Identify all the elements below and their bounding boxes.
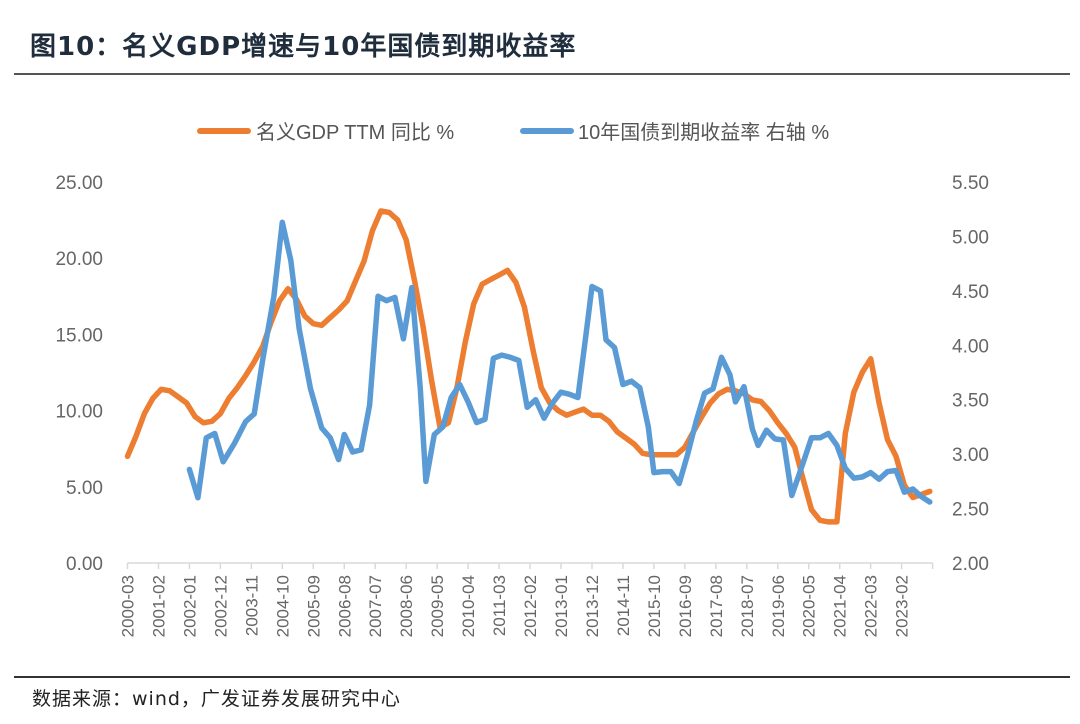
y-left-tick-label: 5.00 xyxy=(66,478,103,499)
y-right-tick-label: 2.50 xyxy=(952,500,989,521)
legend: 名义GDP TTM 同比 % 10年国债到期收益率 右轴 % xyxy=(197,121,829,144)
x-tick-label: 2001-02 xyxy=(149,575,168,637)
y-left-tick-label: 25.00 xyxy=(55,173,103,194)
series-layer xyxy=(124,208,933,525)
y-right-tick-label: 3.00 xyxy=(952,445,989,466)
x-tick-label: 2004-10 xyxy=(273,575,292,637)
series-line-10y-bond-yield xyxy=(186,219,933,505)
y-right-tick-label: 5.50 xyxy=(952,173,989,194)
x-tick-label: 2018-07 xyxy=(738,575,757,637)
x-tick-label: 2012-02 xyxy=(521,575,540,637)
x-tick-label: 2005-09 xyxy=(304,575,323,637)
x-tick-label: 2015-10 xyxy=(645,575,664,637)
x-tick-label: 2013-01 xyxy=(552,575,571,637)
y-left-tick-label: 20.00 xyxy=(55,249,103,270)
x-tick-label: 2016-09 xyxy=(676,575,695,637)
y-right-tick-label: 4.00 xyxy=(952,336,989,357)
x-tick-label: 2020-05 xyxy=(800,575,819,637)
x-tick-label: 2008-06 xyxy=(397,575,416,637)
x-tick-label: 2023-02 xyxy=(893,575,912,637)
y-right-tick-label: 5.00 xyxy=(952,227,989,248)
x-tick-label: 2019-06 xyxy=(769,575,788,637)
x-tick-label: 2002-01 xyxy=(180,575,199,637)
x-tick-label: 2007-07 xyxy=(366,575,385,637)
y-left-tick-label: 0.00 xyxy=(66,554,103,575)
x-tick-label: 2021-04 xyxy=(831,575,850,637)
y-right-tick-label: 2.00 xyxy=(952,554,989,575)
chart-background xyxy=(14,80,1070,674)
x-tick-label: 2006-08 xyxy=(335,575,354,637)
footer-divider xyxy=(14,676,1070,678)
title-divider xyxy=(14,73,1070,75)
x-tick-label: 2011-03 xyxy=(490,575,509,636)
x-tick-label: 2003-11 xyxy=(242,575,261,636)
x-tick-label: 2002-12 xyxy=(211,575,230,637)
y-left-tick-label: 10.00 xyxy=(55,402,103,423)
legend-label-gdp: 名义GDP TTM 同比 % xyxy=(256,121,454,144)
figure-title: 图10：名义GDP增速与10年国债到期收益率 xyxy=(30,32,577,62)
x-tick-label: 2000-03 xyxy=(119,575,138,637)
x-tick-label: 2009-05 xyxy=(428,575,447,637)
x-tick-label: 2017-08 xyxy=(707,575,726,637)
x-tick-label: 2022-03 xyxy=(862,575,881,637)
x-tick-label: 2013-12 xyxy=(583,575,602,637)
axes: 2000-03 2001-02 2002-01 2002-12 2003-11 2004-… xyxy=(55,173,989,637)
data-source-note: 数据来源：wind，广发证券发展研究中心 xyxy=(32,688,401,710)
y-right-tick-label: 4.50 xyxy=(952,282,989,303)
y-right-tick-label: 3.50 xyxy=(952,391,989,412)
series-line-nominal-gdp xyxy=(124,208,933,525)
y-left-tick-label: 15.00 xyxy=(55,325,103,346)
x-tick-label: 2010-04 xyxy=(459,575,478,637)
legend-label-bond: 10年国债到期收益率 右轴 % xyxy=(578,121,829,144)
x-tick-label: 2014-11 xyxy=(614,575,633,636)
